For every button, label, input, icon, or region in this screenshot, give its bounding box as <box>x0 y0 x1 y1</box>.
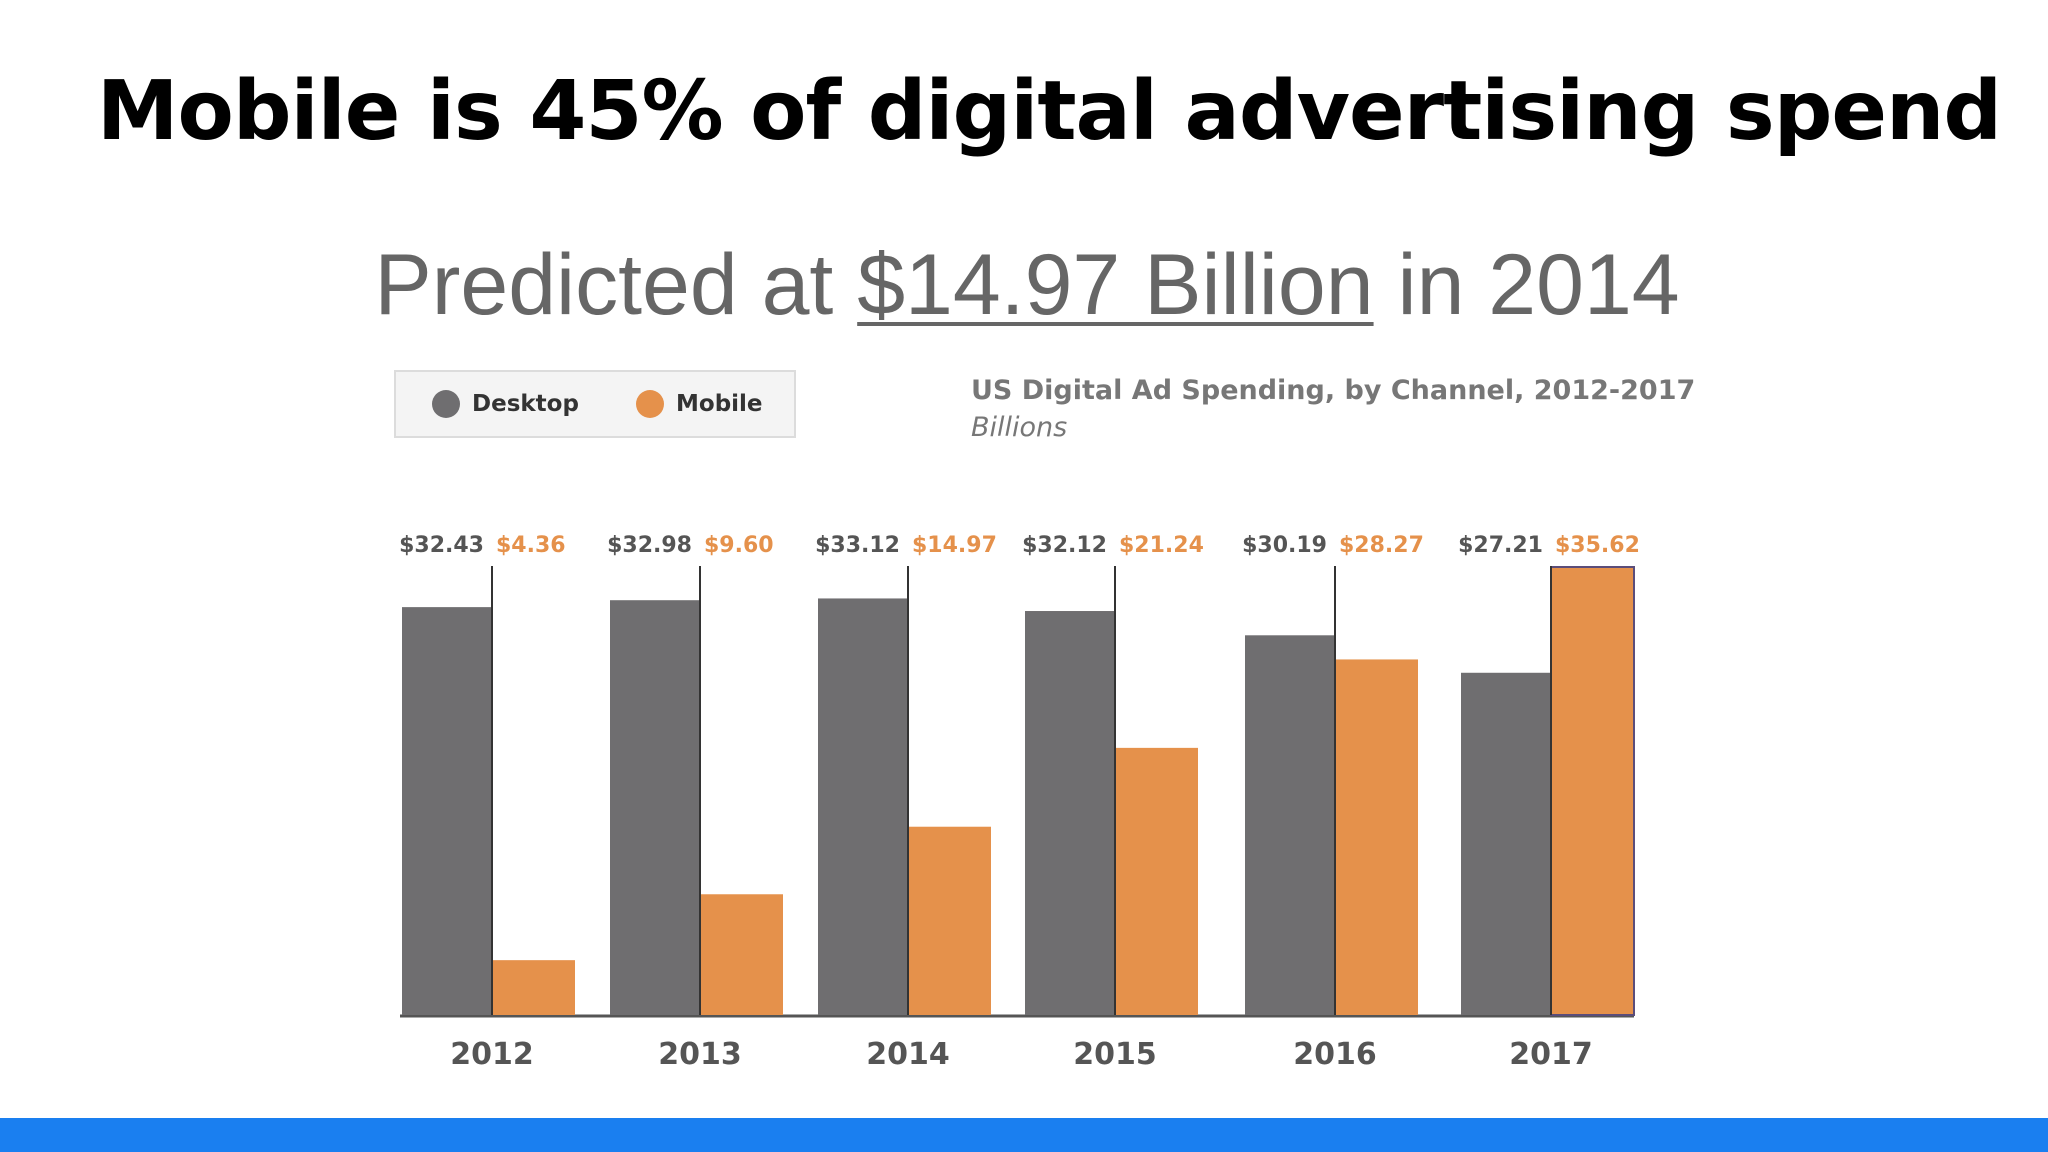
value-label-desktop-2015: $32.12 <box>1022 533 1107 558</box>
legend-label-desktop: Desktop <box>472 391 579 417</box>
bar-mobile-2012 <box>492 960 575 1015</box>
bar-mobile-2017 <box>1550 566 1635 1016</box>
legend-label-mobile: Mobile <box>676 391 763 417</box>
value-label-desktop-2012: $32.43 <box>399 533 484 558</box>
bar-desktop-2014 <box>818 598 908 1015</box>
value-label-desktop-2014: $33.12 <box>815 533 900 558</box>
bar-mobile-2016 <box>1335 659 1418 1015</box>
bar-desktop-2013 <box>610 600 700 1015</box>
x-tick-label-2016: 2016 <box>1293 1037 1377 1072</box>
x-tick-label-2015: 2015 <box>1073 1037 1157 1072</box>
value-label-mobile-2016: $28.27 <box>1339 533 1424 558</box>
chart-title: US Digital Ad Spending, by Channel, 2012… <box>971 375 1696 406</box>
x-tick-label-2017: 2017 <box>1509 1037 1593 1072</box>
legend-item-desktop: Desktop <box>432 372 579 436</box>
x-tick-label-2012: 2012 <box>450 1037 534 1072</box>
chart-unit: Billions <box>971 412 1068 443</box>
slide-title: Mobile is 45% of digital advertising spe… <box>96 64 2002 159</box>
legend-swatch-mobile <box>636 390 664 418</box>
value-label-mobile-2014: $14.97 <box>912 533 997 558</box>
x-tick-label-2013: 2013 <box>658 1037 742 1072</box>
value-label-desktop-2013: $32.98 <box>607 533 692 558</box>
bar-desktop-2015 <box>1025 611 1115 1015</box>
bar-mobile-2015 <box>1115 747 1198 1015</box>
bar-desktop-2012 <box>402 607 492 1015</box>
bar-chart: $32.43 $4.36 2012 $32.98 $9.60 2013 $33.12 $14.… <box>399 533 1640 1072</box>
subtitle-link[interactable]: $14.97 Billion <box>857 237 1374 333</box>
value-label-mobile-2015: $21.24 <box>1119 533 1204 558</box>
legend-item-mobile: Mobile <box>636 372 763 436</box>
subtitle-prefix: Predicted at <box>374 237 858 333</box>
bottom-accent-bar <box>0 1118 2048 1152</box>
chart-legend: Desktop Mobile <box>394 370 796 438</box>
bar-mobile-2013 <box>700 894 783 1015</box>
bar-desktop-2017 <box>1461 672 1551 1015</box>
value-label-mobile-2017: $35.62 <box>1555 533 1640 558</box>
value-label-desktop-2017: $27.21 <box>1458 533 1543 558</box>
subtitle-suffix: in 2014 <box>1373 237 1680 333</box>
x-tick-label-2014: 2014 <box>866 1037 950 1072</box>
legend-swatch-desktop <box>432 390 460 418</box>
bar-desktop-2016 <box>1245 635 1335 1015</box>
value-label-mobile-2013: $9.60 <box>704 533 774 558</box>
value-label-mobile-2012: $4.36 <box>496 533 566 558</box>
bar-mobile-2014 <box>908 826 991 1015</box>
slide-subtitle: Predicted at $14.97 Billion in 2014 <box>0 236 2048 335</box>
value-label-desktop-2016: $30.19 <box>1242 533 1327 558</box>
